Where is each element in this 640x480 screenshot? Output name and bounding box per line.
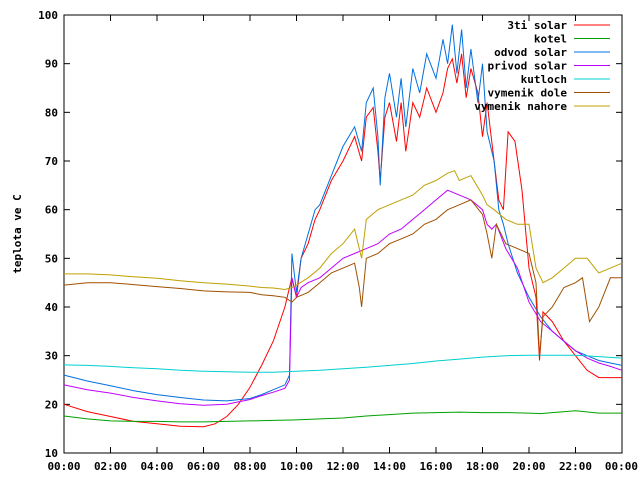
- x-tick-label: 12:00: [326, 460, 359, 473]
- y-tick-label: 20: [45, 398, 58, 411]
- legend-label: kotel: [534, 33, 567, 46]
- y-tick-label: 90: [45, 58, 58, 71]
- series-line-vymenik-dole: [63, 199, 622, 356]
- y-tick-label: 30: [45, 350, 58, 363]
- series-line-kotel: [63, 410, 622, 423]
- x-tick-label: 08:00: [233, 460, 266, 473]
- y-tick-label: 60: [45, 204, 58, 217]
- series-line-kutloch: [63, 354, 623, 373]
- legend-label: vymenik dole: [488, 87, 568, 100]
- x-tick-label: 20:00: [512, 460, 545, 473]
- x-tick-label: 06:00: [187, 460, 220, 473]
- y-tick-label: 10: [45, 447, 58, 460]
- x-tick-label: 00:00: [605, 460, 638, 473]
- x-tick-label: 18:00: [466, 460, 499, 473]
- y-tick-label: 50: [45, 252, 58, 265]
- x-tick-label: 10:00: [280, 460, 313, 473]
- y-tick-label: 80: [45, 106, 58, 119]
- legend-label: vymenik nahore: [474, 100, 567, 113]
- y-tick-label: 100: [38, 9, 58, 22]
- y-axis-label: teplota ve C: [11, 194, 24, 273]
- series-line-3ti-solar: [63, 53, 622, 428]
- legend-label: odvod solar: [494, 46, 567, 59]
- series-line-vymenik-nahore: [64, 170, 623, 291]
- x-tick-label: 00:00: [47, 460, 80, 473]
- x-tick-label: 04:00: [140, 460, 173, 473]
- chart-series: [63, 24, 623, 428]
- legend-label: kutloch: [521, 73, 567, 86]
- series-line-odvod-solar: [63, 24, 623, 402]
- legend-label: 3ti solar: [507, 19, 567, 32]
- y-tick-label: 70: [45, 155, 58, 168]
- x-tick-label: 14:00: [373, 460, 406, 473]
- x-tick-label: 22:00: [559, 460, 592, 473]
- x-tick-label: 16:00: [419, 460, 452, 473]
- legend-label: privod solar: [488, 60, 568, 73]
- chart-axes: 10 20 30 40 50 60 70 80 90 100 00:00 02:00 04:00 06:0…: [11, 9, 638, 473]
- x-tick-label: 02:00: [94, 460, 127, 473]
- series-line-privod-solar: [63, 189, 623, 406]
- y-tick-label: 40: [45, 301, 58, 314]
